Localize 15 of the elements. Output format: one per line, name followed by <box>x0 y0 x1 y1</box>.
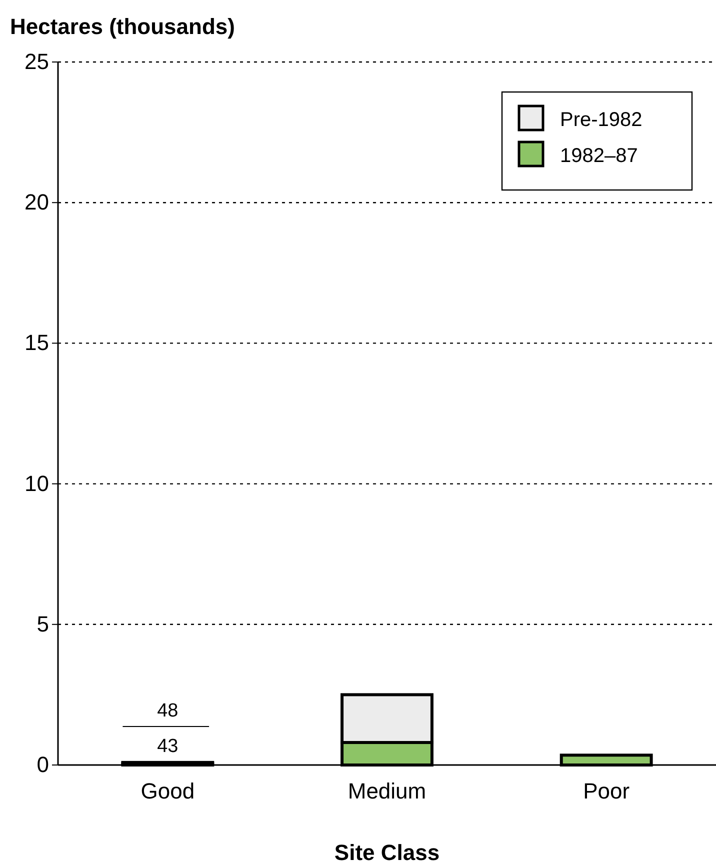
y-tick-label: 5 <box>36 611 49 636</box>
y-tick-label: 15 <box>24 330 49 356</box>
x-tick-label: Poor <box>583 778 630 804</box>
annotation: 48 <box>157 700 178 722</box>
y-tick-label: 10 <box>24 470 49 496</box>
y-tick-label: 20 <box>24 190 49 215</box>
y-tick-label: 0 <box>36 752 49 778</box>
x-axis-title: Site Class <box>334 840 440 865</box>
x-tick-label: Good <box>140 778 195 804</box>
legend-label: 1982–87 <box>560 145 638 167</box>
annotation: 43 <box>157 736 178 757</box>
x-tick-label: Medium <box>348 778 426 804</box>
y-axis-title: Hectares (thousands) <box>10 14 235 39</box>
legend-label: Pre-1982 <box>560 109 642 131</box>
y-tick-label: 25 <box>24 49 49 74</box>
